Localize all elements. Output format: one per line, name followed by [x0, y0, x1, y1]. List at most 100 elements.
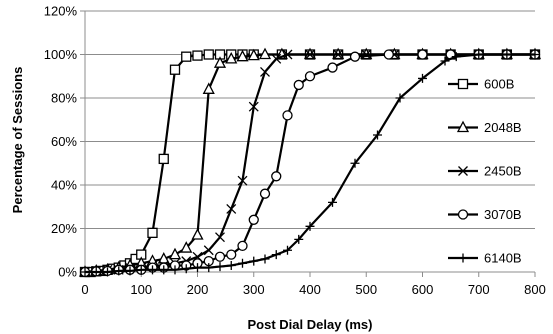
data-point-2450B	[361, 49, 372, 60]
data-point-6140B	[114, 266, 124, 276]
data-point-6140B	[80, 267, 90, 277]
x-tick-label: 700	[468, 282, 490, 297]
data-point-3070B	[248, 214, 259, 225]
data-point-6140B	[451, 52, 461, 62]
x-tick-label: 0	[81, 282, 88, 297]
gridlines	[85, 10, 535, 229]
data-point-6140B	[226, 260, 236, 270]
data-point-6140B	[238, 258, 247, 268]
data-point-6140B	[170, 265, 180, 275]
data-point-6140B	[136, 265, 146, 275]
x-axis-title: Post Dial Delay (ms)	[248, 317, 373, 332]
data-point-2048B	[225, 51, 238, 64]
data-point-6140B	[249, 256, 259, 266]
data-point-6140B	[103, 267, 112, 277]
x-tick-label: 100	[130, 282, 152, 297]
data-point-2048B	[180, 241, 193, 253]
data-point-3070B	[304, 71, 316, 82]
data-point-6140B	[373, 130, 382, 140]
data-point-6140B	[294, 234, 304, 244]
y-tick-label: 20%	[51, 221, 77, 236]
data-point-6140B	[283, 245, 292, 255]
data-point-600B	[203, 49, 214, 60]
x-tick-label: 800	[524, 282, 546, 297]
data-point-3070B	[327, 62, 338, 73]
data-point-2048B	[202, 82, 215, 94]
data-point-6140B	[440, 56, 450, 66]
data-point-2048B	[247, 48, 260, 61]
legend-label: 600B	[484, 77, 514, 92]
y-axis-title: Percentage of Sessions	[10, 67, 25, 214]
x-tick-label: 200	[187, 282, 209, 297]
data-point-3070B	[417, 49, 428, 60]
data-point-600B	[147, 227, 158, 239]
data-point-2450B	[305, 49, 315, 60]
legend-item-2048B: 2048B	[448, 120, 522, 135]
series-layer	[78, 47, 542, 278]
data-point-2048B	[213, 56, 227, 68]
data-point-600B	[158, 153, 169, 165]
legend-label: 3070B	[484, 207, 522, 222]
legend: 600B 2048B 2450B 3070B 6140B	[448, 77, 522, 266]
data-point-3070B	[214, 251, 226, 262]
legend-label: 2048B	[484, 120, 522, 135]
data-point-2450B	[248, 101, 259, 112]
data-point-3070B	[349, 51, 361, 62]
data-point-2450B	[237, 175, 248, 186]
y-tick-label: 120%	[44, 4, 78, 19]
y-tick-label: 80%	[51, 91, 77, 106]
data-point-6140B	[159, 265, 169, 275]
data-point-3070B	[282, 110, 293, 121]
series-6140B	[80, 50, 540, 277]
data-point-6140B	[395, 93, 405, 103]
legend-label: 2450B	[484, 164, 522, 179]
data-point-6140B	[125, 266, 135, 276]
data-point-6140B	[260, 254, 270, 264]
x-tick-labels: 0 100 200 300 400 500 600 700 800	[81, 282, 545, 297]
y-tick-label: 60%	[51, 134, 77, 149]
data-point-3070B	[237, 240, 248, 252]
x-tick-label: 300	[243, 282, 265, 297]
data-point-6140B	[474, 50, 484, 59]
data-point-3070B	[271, 171, 282, 182]
data-point-2048B	[258, 47, 272, 60]
y-tick-label: 40%	[51, 178, 77, 193]
x-tick-label: 600	[412, 282, 434, 297]
x-tick-label: 500	[355, 282, 377, 297]
legend-marker	[456, 120, 470, 133]
data-point-6140B	[271, 250, 281, 260]
data-point-6140B	[91, 267, 101, 277]
data-point-6140B	[350, 158, 360, 168]
legend-marker	[457, 78, 469, 90]
data-point-6140B	[530, 50, 540, 59]
legend-item-600B: 600B	[448, 77, 514, 92]
data-point-6140B	[328, 197, 337, 207]
y-tick-label: 0%	[58, 265, 77, 280]
data-point-2450B	[260, 66, 270, 77]
data-point-2048B	[236, 49, 249, 62]
legend-item-6140B: 6140B	[448, 251, 522, 266]
data-point-6140B	[215, 262, 225, 272]
data-point-6140B	[181, 264, 191, 274]
data-point-2048B	[168, 247, 182, 260]
data-point-3070B	[383, 49, 394, 60]
data-point-2450B	[203, 245, 214, 256]
x-tick-label: 400	[299, 282, 321, 297]
data-point-600B	[181, 51, 192, 62]
data-point-6140B	[193, 263, 202, 273]
legend-item-3070B: 3070B	[448, 207, 522, 222]
data-point-3070B	[293, 79, 304, 91]
data-point-2048B	[191, 228, 204, 240]
data-point-6140B	[418, 73, 427, 83]
data-point-2450B	[333, 49, 344, 60]
data-point-6140B	[148, 265, 157, 275]
data-point-2450B	[282, 49, 293, 60]
data-point-2450B	[215, 232, 225, 243]
legend-marker	[458, 253, 468, 263]
data-point-3070B	[226, 249, 237, 260]
legend-item-2450B: 2450B	[448, 164, 522, 179]
data-point-3070B	[259, 188, 271, 199]
legend-marker	[458, 166, 468, 176]
data-point-6140B	[305, 221, 315, 231]
data-point-2450B	[226, 203, 237, 214]
